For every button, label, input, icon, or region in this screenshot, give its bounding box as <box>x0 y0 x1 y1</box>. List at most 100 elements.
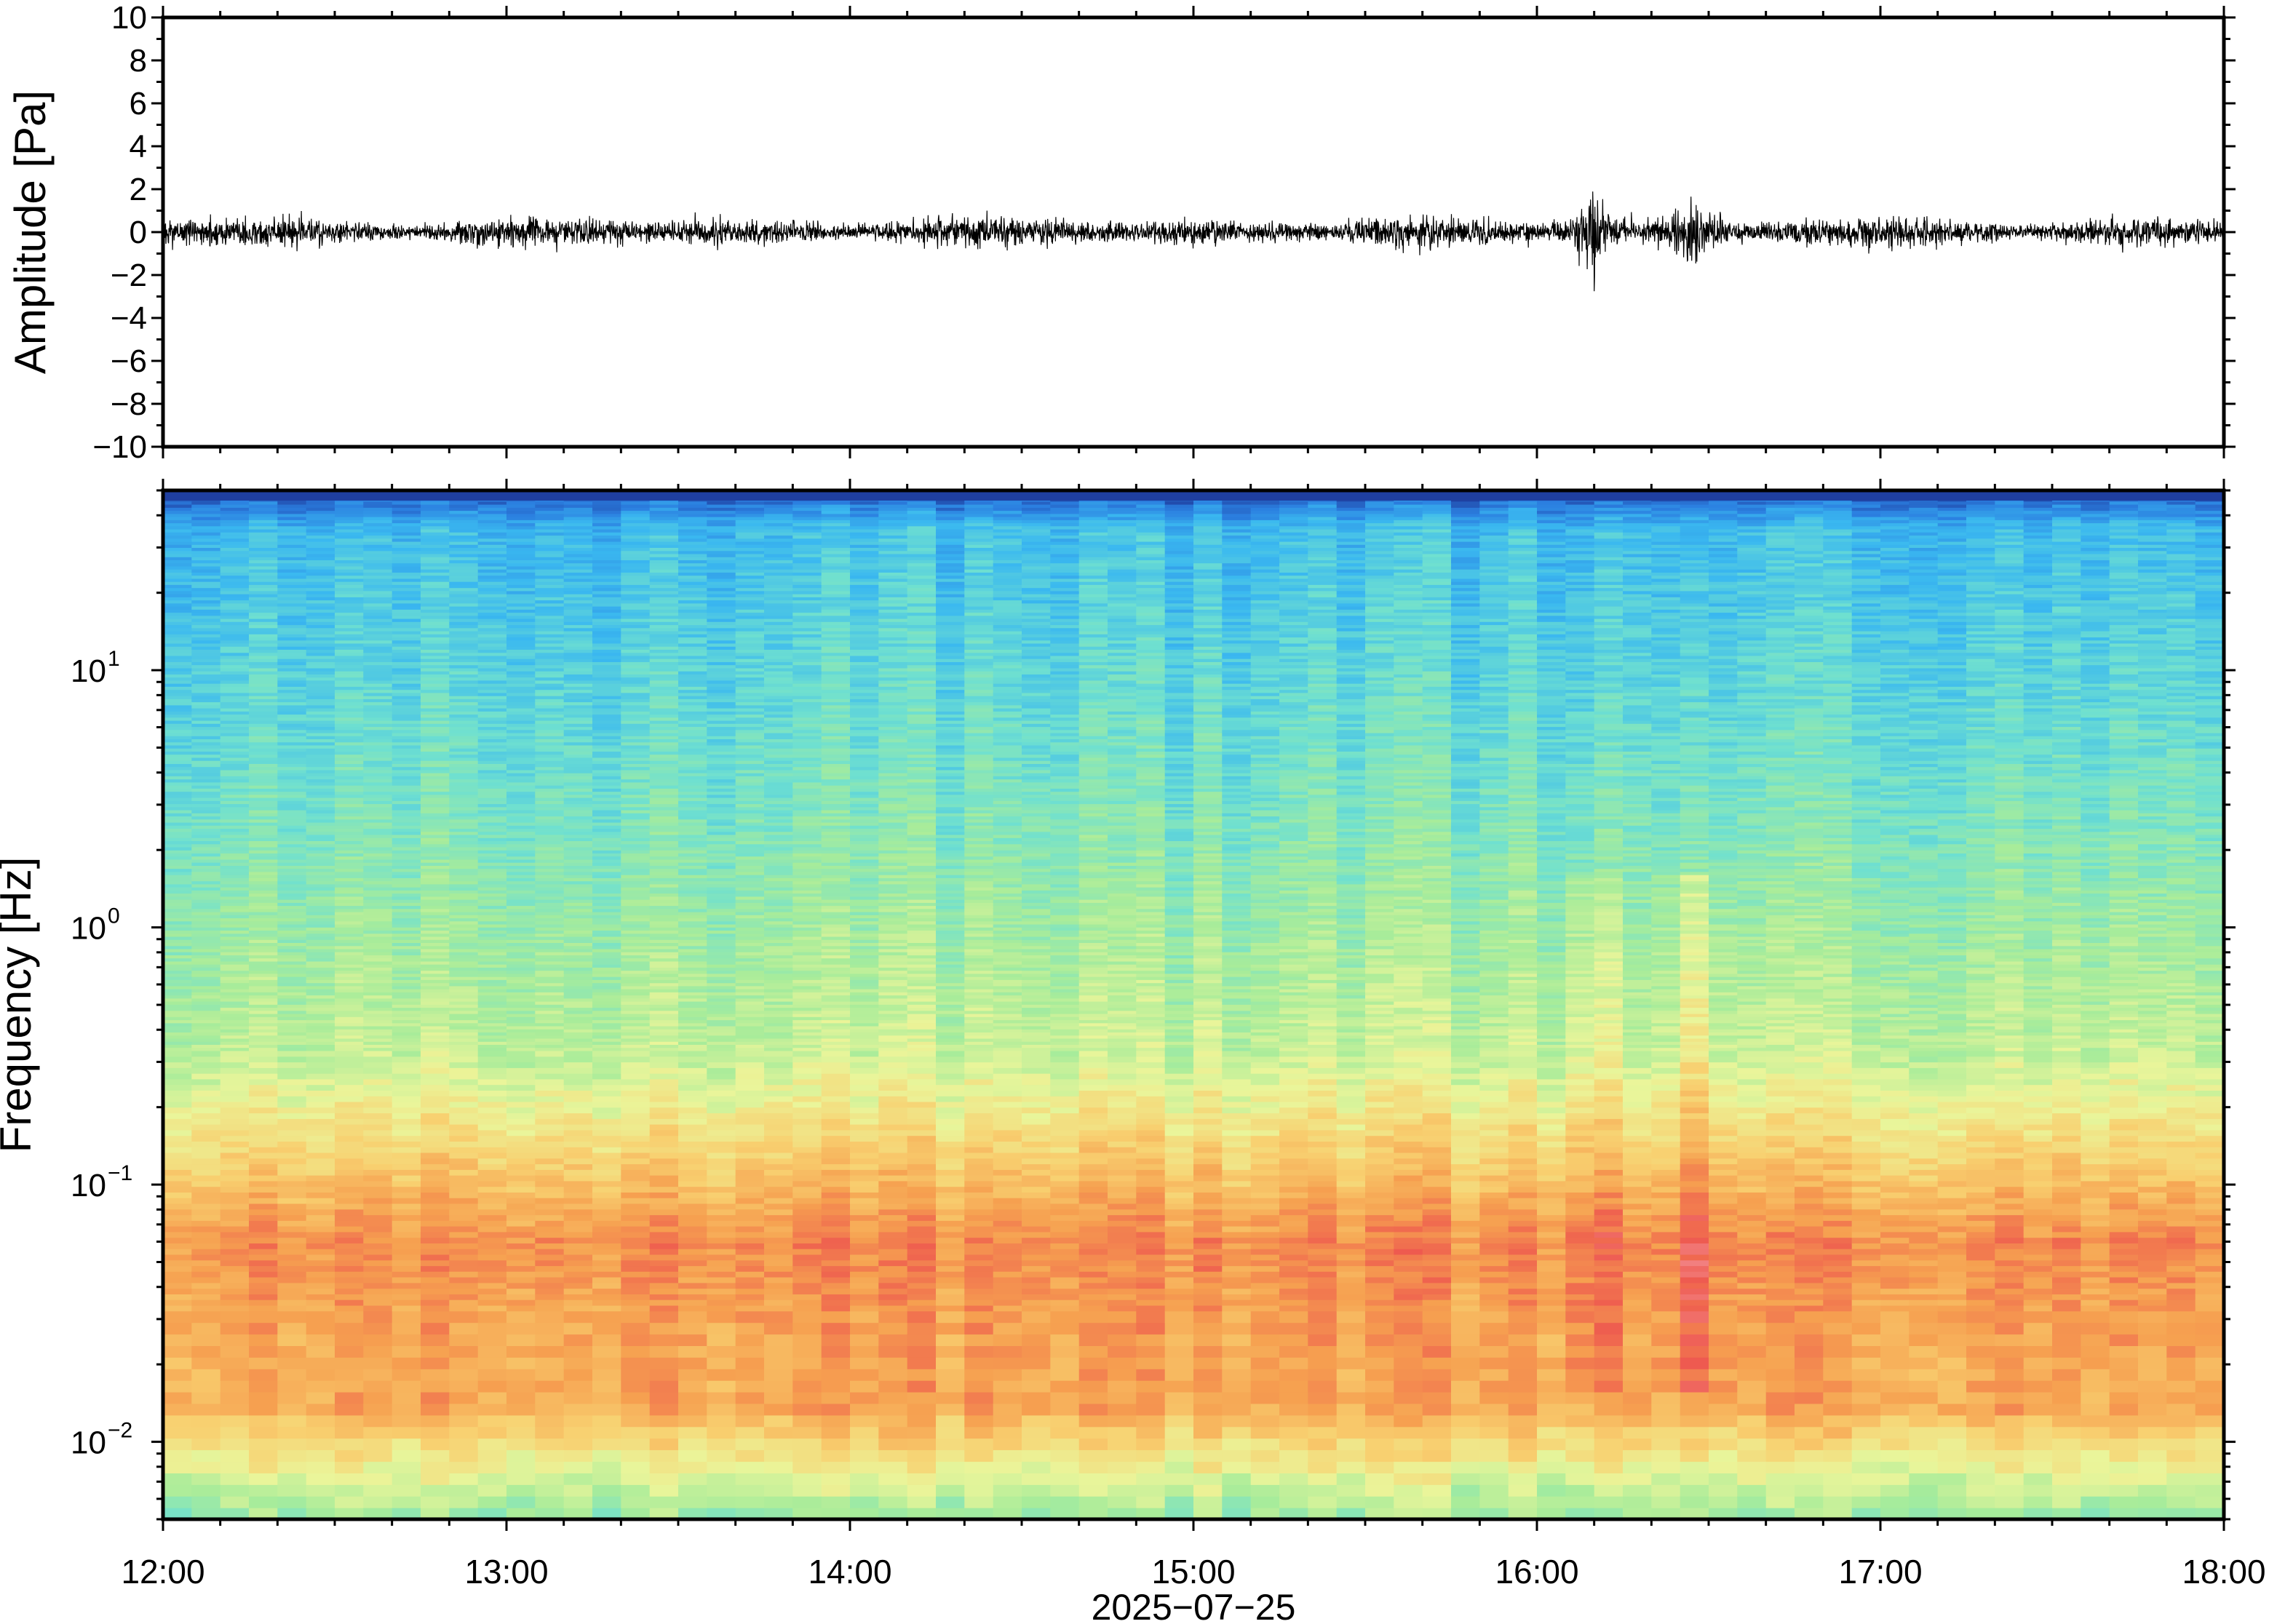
spectrogram-cell <box>306 1220 335 1227</box>
spectrogram-cell <box>707 1237 736 1243</box>
spectrogram-cell <box>163 655 193 659</box>
spectrogram-cell <box>306 905 335 909</box>
spectrogram-cell <box>477 1180 507 1187</box>
spectrogram-cell <box>621 1169 651 1176</box>
spectrogram-cell <box>449 594 479 597</box>
spectrogram-cell <box>249 704 279 709</box>
spectrogram-cell <box>392 1019 421 1024</box>
spectrogram-cell <box>335 1007 365 1011</box>
spectrogram-cell <box>506 649 536 653</box>
spectrogram-cell <box>220 565 250 570</box>
spectrogram-cell <box>506 1473 536 1485</box>
spectrogram-cell <box>678 843 708 848</box>
spectrogram-cell <box>477 686 507 690</box>
spectrogram-cell <box>363 760 393 764</box>
spectrogram-cell <box>163 1096 193 1102</box>
spectrogram-cell <box>335 853 365 857</box>
spectrogram-cell <box>449 671 479 674</box>
spectrogram-cell <box>563 985 593 990</box>
spectrogram-cell <box>335 810 365 813</box>
spectrogram-cell <box>191 1029 221 1032</box>
spectrogram-cell <box>678 785 708 789</box>
spectrogram-cell <box>249 766 279 771</box>
spectrogram-cell <box>563 763 593 768</box>
spectrogram-cell <box>392 843 421 848</box>
spectrogram-cell <box>277 800 307 805</box>
spectrogram-cell <box>563 631 593 634</box>
spectrogram-cell <box>477 557 507 560</box>
spectrogram-cell <box>220 501 250 505</box>
spectrogram-cell <box>277 1414 307 1428</box>
spectrogram-cell <box>449 831 479 835</box>
spectrogram-cell <box>249 1214 279 1221</box>
spectrogram-cell <box>449 785 479 789</box>
spectrogram-cell <box>563 939 593 943</box>
spectrogram-cell <box>249 976 279 980</box>
spectrogram-cell <box>392 652 421 656</box>
spectrogram-cell <box>392 637 421 641</box>
spectrogram-cell <box>249 1282 279 1289</box>
spectrogram-cell <box>707 1101 736 1108</box>
spectrogram-cell <box>535 1090 565 1096</box>
spectrogram-cell <box>421 1073 450 1080</box>
spectrogram-cell <box>449 739 479 743</box>
spectrogram-cell <box>421 547 450 552</box>
spectrogram-cell <box>707 1041 736 1045</box>
spectrogram-cell <box>678 1035 708 1039</box>
spectrogram-cell <box>335 1209 365 1216</box>
spectrogram-cell <box>392 1198 421 1204</box>
spectrogram-cell <box>649 800 679 805</box>
spectrogram-cell <box>335 1322 365 1335</box>
spectrogram-cell <box>449 1334 479 1346</box>
spectrogram-cell <box>421 513 450 517</box>
spectrogram-cell <box>592 976 622 980</box>
spectrogram-cell <box>335 816 365 820</box>
spectrogram-cell <box>191 600 221 604</box>
spectrogram-cell <box>249 612 279 616</box>
spectrogram-cell <box>363 1254 393 1261</box>
spectrogram-cell <box>191 560 221 564</box>
spectrogram-cell <box>392 565 421 570</box>
spectrogram-cell <box>363 955 393 959</box>
spectrogram-cell <box>220 918 250 922</box>
spectrogram-cell <box>649 517 679 520</box>
spectrogram-cell <box>649 998 679 1002</box>
spectrogram-cell <box>592 930 622 934</box>
spectrogram-cell <box>563 766 593 771</box>
spectrogram-cell <box>421 1007 450 1011</box>
spectrogram-cell <box>163 594 193 597</box>
spectrogram-cell <box>392 751 421 755</box>
spectrogram-cell <box>191 1305 221 1312</box>
spectrogram-cell <box>477 1334 507 1346</box>
spectrogram-cell <box>249 1067 279 1074</box>
spectrogram-cell <box>277 1107 307 1114</box>
spectrogram-cell <box>421 1090 450 1096</box>
spectrogram-cell <box>392 510 421 514</box>
spectrogram-cell <box>277 803 307 808</box>
spectrogram-cell <box>477 1243 507 1249</box>
spectrogram-cell <box>191 970 221 974</box>
spectrogram-cell <box>249 1322 279 1335</box>
spectrogram-cell <box>506 1129 536 1137</box>
spectrogram-cell <box>563 1259 593 1267</box>
spectrogram-cell <box>277 560 307 564</box>
spectrogram-cell <box>191 1403 221 1416</box>
spectrogram-cell <box>563 683 593 687</box>
spectrogram-cell <box>249 1243 279 1249</box>
spectrogram-cell <box>335 667 365 672</box>
spectrogram-cell <box>649 1484 679 1497</box>
spectrogram-cell <box>220 677 250 681</box>
spectrogram-cell <box>220 810 250 813</box>
spectrogram-cell <box>421 871 450 875</box>
spectrogram-cell <box>592 677 622 681</box>
spectrogram-cell <box>249 1029 279 1032</box>
spectrogram-cell <box>335 686 365 690</box>
spectrogram-cell <box>707 763 736 768</box>
spectrogram-cell <box>449 1294 479 1300</box>
spectrogram-cell <box>306 1163 335 1170</box>
spectrogram-cell <box>335 525 365 530</box>
spectrogram-cell <box>306 587 335 592</box>
spectrogram-cell <box>249 686 279 690</box>
spectrogram-cell <box>563 510 593 514</box>
spectrogram-cell <box>506 1141 536 1147</box>
